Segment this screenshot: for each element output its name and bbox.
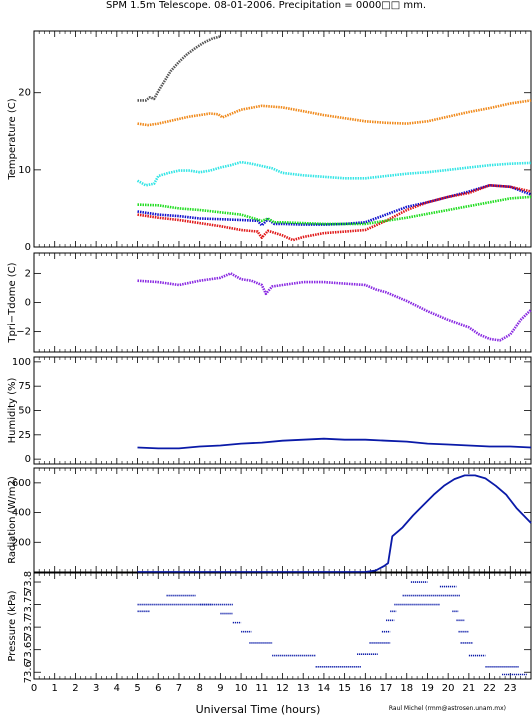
x-tick-label: 18 — [400, 683, 413, 694]
series-line-blue — [137, 184, 532, 227]
y-tick-label: 600 — [12, 478, 31, 489]
y-tick-label: 0 — [25, 298, 31, 309]
x-tick-label: 22 — [483, 683, 496, 694]
x-tick-label: 16 — [359, 683, 372, 694]
x-tick-label: 8 — [196, 683, 202, 694]
x-tick-label: 17 — [380, 683, 393, 694]
x-tick-label: 0 — [31, 683, 37, 694]
y-axis-label: Tpri−Tdome (C) — [7, 262, 18, 343]
x-tick-label: 20 — [442, 683, 455, 694]
y-tick-label: 20 — [18, 88, 31, 99]
panel-2: −2 0 2 Tpri−Tdome (C) — [7, 252, 532, 353]
x-tick-label: 23 — [504, 683, 517, 694]
y-tick-label: −2 — [16, 327, 31, 338]
x-tick-label: 1 — [52, 683, 58, 694]
y-tick-label: 400 — [12, 508, 31, 519]
x-tick-label: 7 — [176, 683, 182, 694]
x-axis-label: Universal Time (hours) — [196, 703, 321, 716]
series-line-orange — [137, 99, 532, 127]
panel-frame — [33, 356, 532, 465]
y-tick-label: 100 — [12, 357, 31, 368]
x-tick-label: 14 — [318, 683, 331, 694]
chart-title: SPM 1.5m Telescope. 08-01-2006. Precipit… — [106, 0, 426, 11]
credit-text: Raul Michel (rmm@astrosen.unam.mx) — [389, 705, 506, 712]
x-tick-label: 11 — [255, 683, 268, 694]
panel-3: 0 25 50 75 100 Humidity (%) — [7, 356, 532, 465]
series-line-purple — [137, 272, 532, 342]
x-tick-label: 10 — [235, 683, 248, 694]
x-tick-label: 6 — [155, 683, 161, 694]
y-tick-label: 0 — [25, 454, 31, 465]
y-axis-label: Pressure (kPa) — [7, 590, 18, 661]
y-axis-label: Temperature (C) — [7, 98, 18, 180]
x-tick-label: 19 — [421, 683, 434, 694]
y-tick-label: 25 — [18, 430, 31, 441]
panel-frame — [33, 467, 532, 573]
x-tick-label: 9 — [217, 683, 223, 694]
panel-frame — [33, 572, 532, 680]
y-tick-label: 73.75 — [23, 590, 34, 619]
y-tick-label: 73.65 — [23, 635, 34, 664]
y-tick-label: 73.7 — [23, 616, 34, 638]
y-tick-label: 2 — [25, 268, 31, 279]
x-tick-label: 3 — [93, 683, 99, 694]
x-tick-label: 21 — [463, 683, 476, 694]
y-tick-label: 75 — [18, 381, 31, 392]
x-tick-label: 15 — [338, 683, 351, 694]
y-tick-label: 50 — [18, 406, 31, 417]
series-line-cyan — [136, 160, 532, 187]
y-axis-label: Humidity (%) — [7, 377, 18, 443]
x-tick-label: 13 — [297, 683, 310, 694]
series-line-grey — [137, 35, 221, 102]
series-line-navy — [137, 474, 532, 573]
panel-frame — [33, 30, 532, 248]
y-axis-label: Radiation (W/m2) — [7, 476, 18, 564]
y-tick-label: 0 — [25, 242, 31, 253]
y-tick-label: 200 — [12, 537, 31, 548]
y-tick-label: 10 — [18, 165, 31, 176]
y-tick-label: 73.6 — [23, 661, 34, 683]
panel-frame — [33, 252, 532, 353]
x-tick-label: 4 — [114, 683, 120, 694]
series-line-green — [137, 195, 532, 226]
x-tick-label: 2 — [72, 683, 78, 694]
series-line-navy — [137, 437, 532, 450]
y-tick-label: 73.8 — [23, 571, 34, 593]
x-tick-label: 12 — [276, 683, 289, 694]
series-line-red — [137, 184, 532, 242]
x-tick-label: 5 — [134, 683, 140, 694]
